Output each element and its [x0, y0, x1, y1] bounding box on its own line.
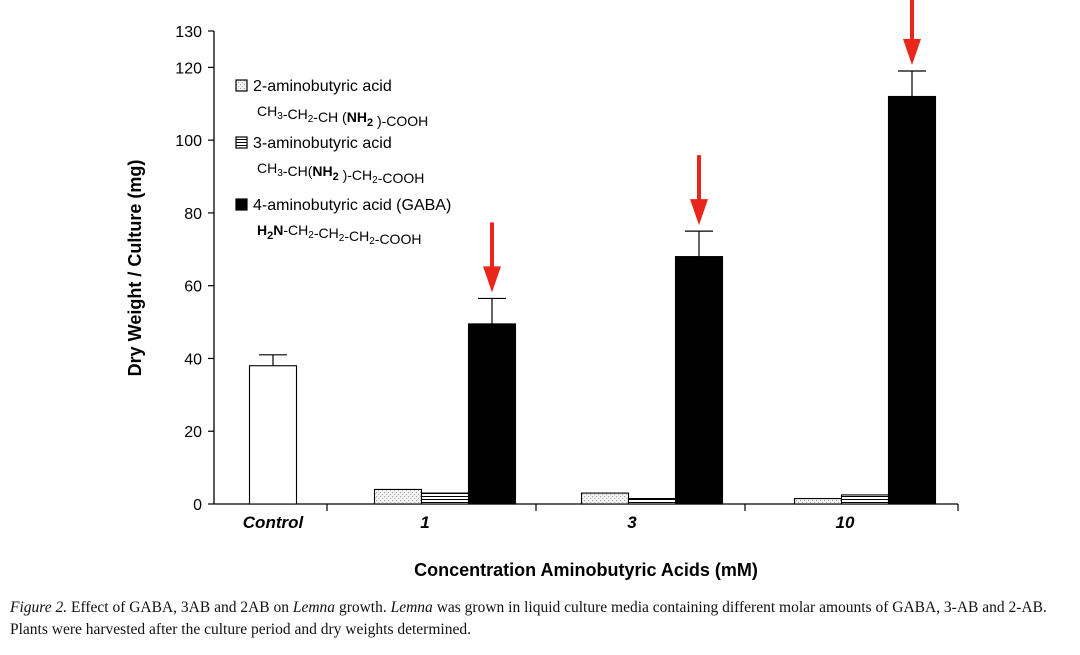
highlight-arrow — [690, 155, 708, 226]
caption-label: Figure 2. — [10, 599, 68, 616]
x-tick-label: 3 — [627, 513, 637, 532]
bar — [887, 95, 937, 505]
x-tick-label: 10 — [836, 513, 855, 532]
bar-chart: 0 20 40 60 80 100 120 130 Control 1 3 10 Dry Weight … — [125, 0, 959, 580]
x-tick-label: Control — [243, 513, 305, 532]
bar — [420, 492, 470, 505]
y-tick-label: 0 — [193, 497, 202, 514]
figure-chart: 0 20 40 60 80 100 120 130 Control 1 3 10 Dry Weight … — [125, 0, 959, 580]
y-tick-label: 40 — [184, 351, 202, 368]
y-tick-label: 20 — [184, 424, 202, 441]
bar — [840, 494, 890, 505]
y-axis-title: Dry Weight / Culture (mg) — [125, 160, 145, 377]
highlight-arrow — [483, 222, 501, 293]
figure-caption: Figure 2. Effect of GABA, 3AB and 2AB on… — [10, 597, 1076, 641]
legend-swatch — [235, 136, 248, 149]
caption-text-1: Effect of GABA, 3AB and 2AB on — [71, 599, 289, 616]
caption-lemna-1: Lemna — [292, 599, 336, 616]
bar — [627, 497, 677, 505]
caption-lemna-2: Lemna — [390, 599, 433, 616]
legend-swatch — [235, 198, 248, 211]
bar — [674, 256, 724, 505]
y-tick-label: 60 — [184, 279, 202, 296]
highlight-arrow — [903, 0, 921, 66]
legend-swatch — [235, 79, 248, 92]
caption-text-2: growth. — [338, 599, 387, 616]
legend-label: 4-aminobutyric acid (GABA) — [253, 197, 451, 214]
bar — [248, 365, 298, 505]
legend-label: 3-aminobutyric acid — [253, 135, 392, 152]
bar — [580, 492, 630, 505]
y-tick-label: 120 — [175, 60, 202, 77]
x-tick-label: 1 — [420, 513, 429, 532]
caption-text-3: was grown in liquid culture media contai… — [10, 599, 1047, 638]
y-tick-label: 80 — [184, 206, 202, 223]
x-axis-title: Concentration Aminobutyric Acids (mM) — [414, 560, 758, 580]
bar — [793, 497, 843, 505]
bar — [373, 488, 423, 505]
legend-label: 2-aminobutyric acid — [253, 78, 392, 95]
bar — [467, 323, 517, 505]
legend-formula: CH3-CH2-CH (NH2 )-COOH — [257, 103, 428, 129]
y-tick-label: 100 — [175, 133, 202, 150]
legend-formula: H2N-CH2-CH2-CH2-COOH — [257, 222, 421, 247]
legend-formula: CH3-CH(NH2 )-CH2-COOH — [257, 160, 424, 186]
y-tick-label: 130 — [175, 24, 202, 41]
